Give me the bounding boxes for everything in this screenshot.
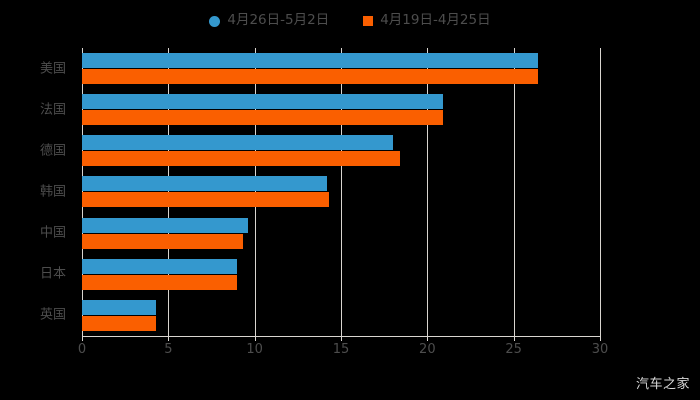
gridline (254, 48, 256, 336)
bar-series-1[interactable] (82, 258, 238, 274)
bar-series-2[interactable] (82, 192, 329, 208)
x-tick-label: 0 (77, 342, 87, 357)
y-axis-label: 中国 (39, 225, 66, 241)
bar-group (82, 295, 600, 336)
x-tick-label: 25 (505, 342, 522, 357)
x-tick-label: 15 (332, 342, 350, 357)
legend-item-series-2[interactable]: 4月19日-4月25日 (363, 12, 491, 29)
legend-label-series-2: 4月19日-4月25日 (380, 12, 491, 29)
x-tick-label: 10 (246, 342, 263, 357)
bar-group (82, 48, 600, 89)
legend-item-series-1[interactable]: 4月26日-5月2日 (209, 14, 329, 28)
bar-series-2[interactable] (82, 315, 157, 331)
x-tick-mark (600, 336, 601, 341)
legend-label-series-1: 4月26日-5月2日 (227, 12, 330, 29)
bar-series-1[interactable] (82, 299, 157, 315)
x-tick-mark (341, 336, 342, 341)
x-tick-mark (427, 336, 429, 341)
y-axis-label: 日本 (39, 266, 66, 282)
bar-series-1[interactable] (82, 94, 443, 110)
bar-series-1[interactable] (82, 217, 248, 233)
bar-series-1[interactable] (82, 135, 393, 151)
y-axis-label: 韩国 (39, 184, 66, 200)
watermark: 汽车之家 (635, 377, 690, 392)
gridline (600, 48, 601, 336)
y-axis-label: 德国 (39, 143, 66, 159)
bar-series-2[interactable] (82, 233, 243, 249)
bar-series-2[interactable] (82, 151, 400, 167)
x-tick-mark (82, 336, 83, 341)
x-tick-label: 5 (164, 342, 173, 357)
bar-series-2[interactable] (82, 110, 443, 126)
x-tick-label: 20 (419, 342, 436, 357)
gridline (513, 48, 515, 336)
x-tick-mark (254, 336, 256, 341)
x-tick-label: 30 (591, 342, 609, 357)
gridline (82, 48, 83, 336)
y-axis-labels: 美国法国德国韩国中国日本英国 (0, 48, 74, 336)
gridline (427, 48, 429, 336)
x-tick-mark (168, 336, 170, 341)
bar-group (82, 89, 600, 130)
plot-area (82, 48, 601, 336)
y-axis-label: 法国 (39, 102, 66, 118)
x-tick-mark (513, 336, 515, 341)
gridline (168, 48, 170, 336)
gridline (341, 48, 342, 336)
bar-group (82, 130, 600, 171)
bar-series-2[interactable] (82, 69, 538, 84)
legend-square-marker-icon (363, 16, 374, 26)
bar-group (82, 254, 600, 295)
bar-series-1[interactable] (82, 176, 328, 192)
y-axis-label: 美国 (39, 61, 66, 77)
bar-group (82, 171, 600, 212)
chart-legend: 4月26日-5月2日 4月19日-4月25日 (0, 8, 700, 34)
legend-circle-marker-icon (209, 15, 221, 27)
bar-group (82, 213, 600, 254)
x-axis-ticks: 0 5 10 15 20 25 30 (0, 336, 700, 360)
y-axis-label: 英国 (39, 307, 66, 323)
bar-series-1[interactable] (82, 53, 538, 68)
bar-series-2[interactable] (82, 274, 238, 290)
